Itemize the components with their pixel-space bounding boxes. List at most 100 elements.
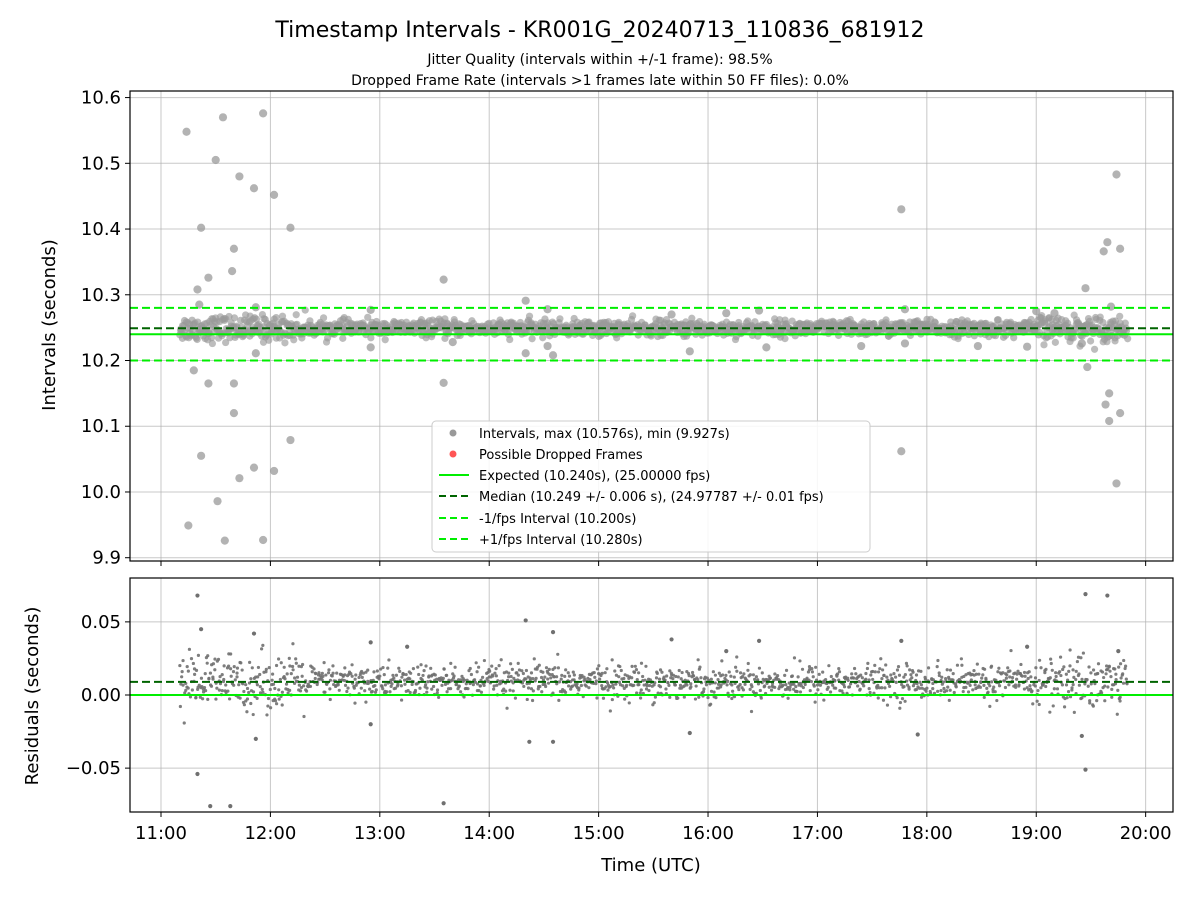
residual-point (185, 665, 189, 669)
residual-point (381, 665, 385, 670)
residual-point (543, 675, 547, 679)
residual-point (222, 664, 226, 668)
residual-point (245, 710, 249, 714)
residual-point (833, 678, 837, 683)
residual-point (988, 704, 992, 708)
residual-point (865, 666, 870, 671)
residual-point (597, 664, 601, 668)
x-tick-label: 14:00 (463, 823, 515, 844)
residual-point (1113, 667, 1117, 671)
residual-point (1119, 676, 1123, 680)
residual-point (352, 686, 356, 690)
residual-point (1074, 669, 1078, 673)
residual-point (206, 654, 210, 658)
residual-point (1025, 686, 1029, 690)
residual-point (178, 704, 182, 709)
residual-point (895, 668, 900, 672)
residual-point (1071, 668, 1075, 672)
residual-point (1072, 675, 1076, 679)
residual-point (440, 683, 444, 687)
interval-point (222, 338, 230, 347)
residual-point (1076, 655, 1081, 659)
residual-point (704, 683, 709, 687)
residual-point (529, 687, 534, 691)
residual-point (186, 686, 190, 690)
residual-point (587, 686, 591, 690)
residual-point (544, 684, 548, 689)
residual-point (1100, 670, 1105, 674)
residual-point (821, 670, 825, 674)
interval-point (249, 463, 259, 472)
residual-point (359, 686, 363, 690)
residual-point (1062, 665, 1066, 669)
residual-point (637, 671, 641, 675)
residual-point (730, 696, 734, 701)
residual-point (1036, 688, 1040, 693)
residual-point (824, 677, 828, 682)
residual-point (907, 687, 911, 691)
x-tick-label: 12:00 (244, 823, 296, 844)
residual-point (902, 675, 906, 679)
residual-point (948, 688, 952, 692)
residual-point (662, 675, 666, 679)
residual-point (828, 690, 833, 694)
residual-point (971, 688, 975, 692)
residual-point (538, 684, 542, 689)
residual-point (720, 659, 724, 663)
residual-point (258, 691, 263, 695)
residual-point (209, 684, 214, 688)
residual-point (455, 682, 459, 686)
residual-point (693, 697, 698, 701)
interval-point (225, 312, 233, 321)
interval-point (228, 267, 237, 276)
residual-point (419, 663, 423, 667)
interval-point (439, 275, 448, 284)
residual-point (199, 627, 204, 632)
residual-point (1026, 676, 1030, 681)
residual-point (505, 706, 509, 710)
residual-point (1008, 675, 1012, 679)
residual-point (242, 703, 246, 707)
residual-point (847, 685, 852, 689)
residual-point (993, 690, 997, 694)
interval-point (548, 351, 558, 360)
residual-point (1088, 699, 1092, 703)
residual-point (258, 685, 262, 689)
residual-point (977, 672, 981, 676)
residual-point (261, 690, 265, 694)
residual-point (368, 640, 373, 645)
residual-point (834, 686, 838, 690)
residual-point (250, 666, 254, 670)
residual-point (411, 667, 416, 671)
interval-point (1112, 170, 1121, 179)
residual-point (1035, 699, 1039, 703)
residual-point (862, 684, 866, 688)
residual-point (1054, 674, 1058, 679)
residual-point (391, 673, 395, 677)
residual-point (273, 699, 278, 703)
residual-point (854, 672, 858, 676)
residual-point (537, 663, 541, 667)
residual-point (835, 672, 840, 676)
residual-point (222, 677, 226, 682)
residual-point (1064, 683, 1069, 687)
interval-point (900, 305, 910, 314)
residual-point (1123, 666, 1127, 671)
residual-point (1103, 699, 1107, 703)
y-tick-label: 10.4 (81, 219, 121, 240)
residual-point (511, 681, 515, 685)
residual-point (1080, 677, 1084, 681)
legend-label-median: Median (10.249 +/- 0.006 s), (24.97787 +… (479, 490, 824, 505)
residual-point (679, 677, 683, 681)
residual-point (954, 685, 958, 689)
residual-point (563, 674, 567, 678)
residual-point (692, 678, 697, 682)
residual-point (435, 691, 439, 695)
interval-point (286, 223, 295, 232)
residual-point (1003, 679, 1007, 683)
residual-point (852, 676, 856, 680)
residual-point (962, 674, 966, 679)
residual-point (1016, 669, 1020, 673)
residual-point (557, 698, 561, 702)
residual-point (639, 661, 644, 665)
